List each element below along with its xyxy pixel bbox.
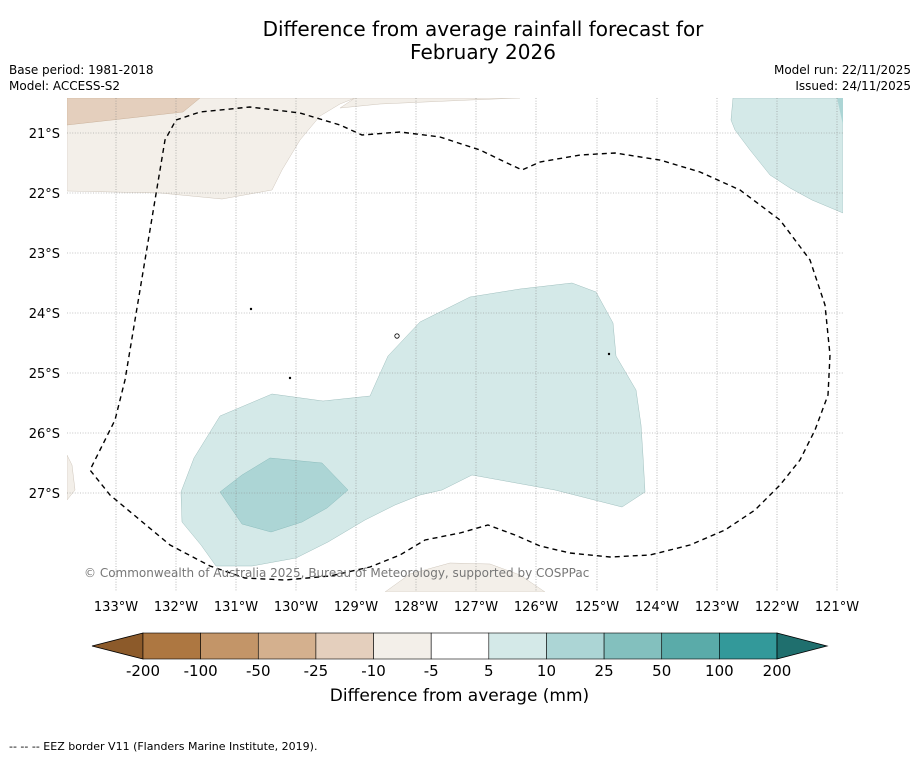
anomaly-dry-left-edge (67, 454, 76, 501)
map-area: © Commonwealth of Australia 2025, Bureau… (67, 98, 843, 592)
island-marker (607, 352, 611, 356)
lon-label: 126°W (514, 600, 558, 615)
colorbar-label: Difference from average (mm) (329, 686, 590, 706)
anomaly-dry-10-5 (67, 98, 356, 200)
lat-label: 26°S (29, 427, 60, 442)
lon-label: 125°W (575, 600, 619, 615)
copyright-text: © Commonwealth of Australia 2025, Bureau… (84, 566, 589, 580)
lon-label: 129°W (334, 600, 378, 615)
lon-label: 124°W (635, 600, 679, 615)
lat-label: 21°S (29, 127, 60, 142)
footnote: -- -- -- EEZ border V11 (Flanders Marine… (9, 740, 318, 753)
anomaly-dry-top-strip (339, 98, 521, 109)
lat-label: 27°S (29, 487, 60, 502)
lat-labels: 21°S 22°S 23°S 24°S 25°S 26°S 27°S (29, 127, 60, 502)
lat-label: 24°S (29, 307, 60, 322)
issued-date: Issued: 24/11/2025 (795, 79, 911, 93)
colorbar-tick-label: 50 (652, 662, 671, 680)
colorbar-tick-label: 5 (484, 662, 494, 680)
meta-left: Base period: 1981-2018 Model: ACCESS-S2 (9, 62, 154, 94)
colorbar-segment (315, 632, 374, 660)
colorbar-segment (257, 632, 317, 660)
map-title: Difference from average rainfall forecas… (0, 18, 919, 64)
lon-label: 128°W (394, 600, 438, 615)
model-name: Model: ACCESS-S2 (9, 79, 121, 93)
island-marker (288, 376, 292, 380)
eez-border (89, 106, 831, 581)
lon-label: 123°W (695, 600, 739, 615)
lat-label: 22°S (29, 187, 60, 202)
lon-label: 130°W (274, 600, 318, 615)
lat-label: 25°S (29, 367, 60, 382)
anomaly-dry-bottom (384, 562, 546, 592)
lon-label: 131°W (214, 600, 258, 615)
title-line-1: Difference from average rainfall forecas… (262, 17, 704, 41)
colorbar-segment (546, 632, 605, 660)
colorbar-segment (373, 632, 432, 660)
colorbar-arrow-left (91, 632, 144, 660)
colorbar-tick-label: 200 (763, 662, 792, 680)
colorbar-segment (142, 632, 201, 660)
colorbar-tick-label: 25 (595, 662, 614, 680)
lon-label: 122°W (755, 600, 799, 615)
lon-labels: 133°W 132°W 131°W 130°W 129°W 128°W 127°… (94, 600, 859, 615)
colorbar-tick-label: -200 (126, 662, 160, 680)
anomaly-wet-corner (837, 98, 843, 125)
lon-label: 121°W (815, 600, 859, 615)
colorbar-segment (488, 632, 547, 660)
gridlines (67, 98, 843, 592)
colorbar-tick-label: 10 (537, 662, 556, 680)
colorbar-segment (200, 632, 259, 660)
lat-label: 23°S (29, 247, 60, 262)
colorbar-ticks: -200 -100 -50 -25 -10 -5 5 10 25 50 100 200 (126, 662, 791, 680)
title-line-2: February 2026 (410, 40, 556, 64)
colorbar-tick-label: -100 (184, 662, 218, 680)
colorbar-tick-label: -10 (361, 662, 386, 680)
colorbar (91, 632, 829, 660)
colorbar-tick-label: -5 (424, 662, 439, 680)
colorbar-tick-label: 100 (705, 662, 734, 680)
island-marker (249, 307, 253, 311)
base-period: Base period: 1981-2018 (9, 63, 154, 77)
lon-label: 133°W (94, 600, 138, 615)
colorbar-segment (719, 632, 778, 660)
colorbar-segment (430, 632, 490, 660)
colorbar-segment (661, 632, 720, 660)
anomaly-dry-25-10 (67, 98, 201, 126)
meta-right: Model run: 22/11/2025 Issued: 24/11/2025 (774, 62, 911, 94)
colorbar-arrow-right (776, 632, 829, 660)
colorbar-segment (603, 632, 663, 660)
lon-label: 127°W (454, 600, 498, 615)
anomaly-wet-top-right (730, 98, 843, 214)
anomaly-wet-10-25 (219, 457, 349, 533)
model-run: Model run: 22/11/2025 (773, 63, 911, 77)
colorbar-tick-label: -50 (246, 662, 271, 680)
colorbar-tick-label: -25 (304, 662, 329, 680)
island-marker (394, 333, 400, 339)
lon-label: 132°W (154, 600, 198, 615)
